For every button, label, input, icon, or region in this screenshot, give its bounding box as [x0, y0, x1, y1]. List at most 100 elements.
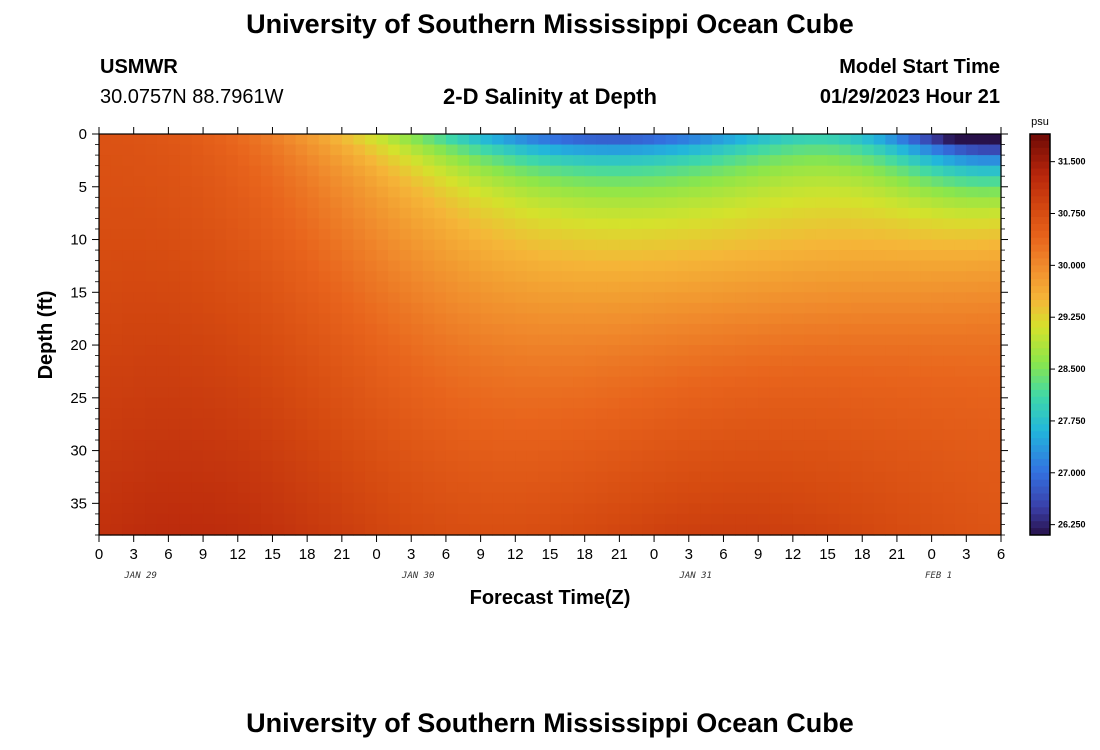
heatmap-cell — [214, 366, 227, 378]
heatmap-cell — [168, 271, 181, 283]
heatmap-cell — [272, 429, 285, 441]
heatmap-cell — [179, 292, 193, 304]
heatmap-cell — [850, 345, 863, 357]
heatmap-cell — [353, 176, 366, 188]
heatmap-cell — [966, 197, 979, 209]
heatmap-cell — [630, 524, 644, 536]
heatmap-cell — [237, 366, 250, 378]
heatmap-cell — [411, 271, 424, 283]
heatmap-cell — [399, 355, 412, 367]
heatmap-cell — [133, 450, 146, 462]
heatmap-cell — [954, 155, 967, 167]
heatmap-cell — [885, 250, 898, 262]
heatmap-cell — [642, 334, 655, 346]
heatmap-cell — [538, 302, 551, 314]
heatmap-cell — [792, 176, 806, 188]
heatmap-cell — [364, 260, 378, 272]
heatmap-cell — [480, 461, 493, 473]
heatmap-cell — [99, 408, 112, 420]
heatmap-cell — [399, 207, 412, 220]
heatmap-cell — [341, 250, 355, 262]
heatmap-cell — [989, 334, 1002, 346]
heatmap-cell — [214, 503, 227, 515]
heatmap-cell — [827, 397, 840, 409]
heatmap-cell — [203, 429, 216, 441]
heatmap-cell — [758, 418, 771, 431]
heatmap-cell — [966, 418, 979, 431]
x-tick-label: 0 — [650, 546, 658, 563]
heatmap-cell — [457, 376, 470, 388]
heatmap-cell — [330, 408, 343, 420]
heatmap-cell — [191, 345, 204, 357]
heatmap-cell — [885, 323, 898, 336]
heatmap-cell — [711, 450, 725, 462]
heatmap-cell — [873, 471, 886, 483]
heatmap-cell — [931, 408, 944, 420]
colorbar-segment — [1030, 293, 1050, 301]
heatmap-cell — [226, 313, 239, 325]
heatmap-cell — [654, 176, 667, 188]
heatmap-cell — [203, 503, 216, 515]
heatmap-cell — [989, 408, 1002, 420]
heatmap-cell — [284, 155, 297, 167]
heatmap-cell — [388, 313, 401, 325]
y-axis-title: Depth (ft) — [35, 291, 57, 380]
heatmap-cell — [480, 218, 493, 230]
heatmap-cell — [688, 260, 701, 272]
heatmap-cell — [931, 313, 944, 325]
heatmap-cell — [434, 239, 447, 251]
heatmap-cell — [723, 366, 736, 378]
heatmap-cell — [584, 218, 597, 230]
heatmap-cell — [873, 313, 886, 325]
heatmap-cell — [977, 440, 991, 452]
heatmap-cell — [700, 155, 713, 167]
heatmap-grid — [99, 134, 1002, 536]
heatmap-cell — [295, 228, 308, 241]
heatmap-cell — [908, 218, 921, 230]
heatmap-cell — [191, 176, 204, 188]
heatmap-cell — [688, 376, 701, 388]
heatmap-cell — [896, 440, 910, 452]
heatmap-cell — [619, 440, 632, 452]
heatmap-cell — [827, 355, 840, 367]
heatmap-cell — [815, 503, 829, 515]
heatmap-cell — [214, 397, 227, 409]
heatmap-cell — [596, 450, 609, 462]
heatmap-cell — [526, 387, 540, 399]
heatmap-cell — [341, 450, 355, 462]
heatmap-cell — [688, 429, 701, 441]
heatmap-cell — [445, 387, 459, 399]
heatmap-cell — [781, 355, 794, 367]
x-tick-label: 18 — [854, 546, 871, 563]
heatmap-cell — [977, 239, 991, 251]
heatmap-cell — [769, 218, 782, 230]
heatmap-cell — [792, 239, 806, 251]
heatmap-cell — [353, 524, 366, 536]
heatmap-cell — [700, 218, 713, 230]
heatmap-cell — [723, 492, 736, 504]
heatmap-cell — [885, 218, 898, 230]
heatmap-cell — [654, 134, 667, 146]
heatmap-cell — [318, 313, 331, 325]
heatmap-cell — [781, 302, 794, 314]
heatmap-cell — [769, 376, 782, 388]
heatmap-cell — [792, 503, 806, 515]
heatmap-cell — [711, 250, 725, 262]
heatmap-cell — [873, 503, 886, 515]
heatmap-cell — [573, 323, 586, 336]
heatmap-cell — [688, 513, 701, 526]
heatmap-cell — [815, 408, 829, 420]
heatmap-cell — [596, 186, 609, 198]
heatmap-cell — [746, 524, 759, 536]
heatmap-cell — [503, 440, 516, 452]
heatmap-cell — [457, 186, 470, 198]
heatmap-cell — [654, 482, 667, 494]
heatmap-cell — [99, 429, 112, 441]
heatmap-cell — [989, 144, 1002, 156]
heatmap-cell — [399, 228, 412, 241]
heatmap-cell — [989, 429, 1002, 441]
heatmap-cell — [226, 450, 239, 462]
x-tick-label: 6 — [719, 546, 727, 563]
colorbar-segment — [1030, 528, 1050, 536]
heatmap-cell — [943, 513, 956, 526]
